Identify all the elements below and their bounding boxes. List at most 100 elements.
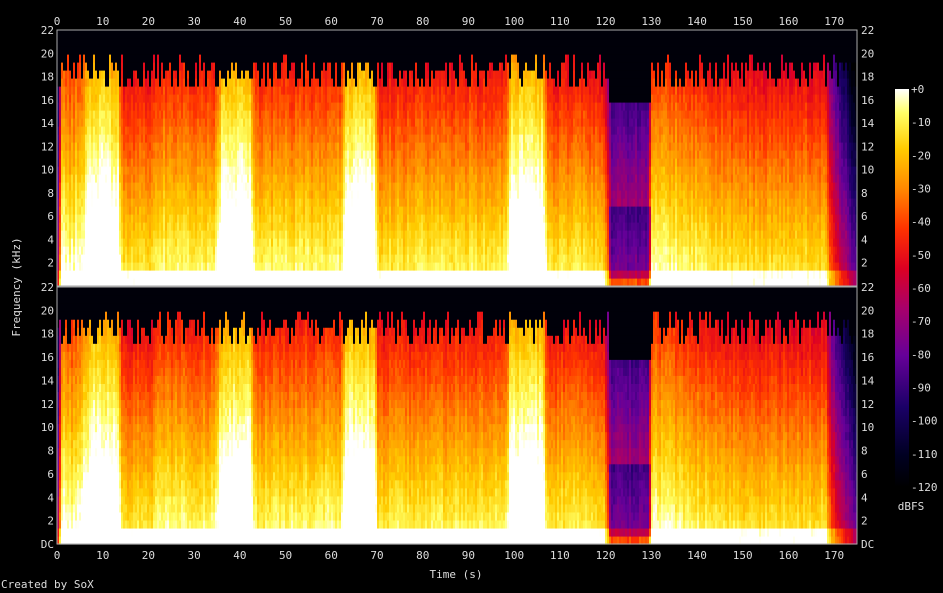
y-tick-label-right: 10 — [861, 164, 874, 177]
colorbar-tick-label: -70 — [911, 315, 931, 328]
y-tick-label-right: 14 — [861, 375, 875, 388]
y-tick-label-right: 2 — [861, 257, 868, 270]
y-tick-label-right: 8 — [861, 187, 868, 200]
y-tick-label-left: 10 — [41, 164, 54, 177]
x-tick-label-bottom: 130 — [641, 549, 661, 562]
y-tick-label-left: 18 — [41, 71, 54, 84]
y-tick-label-right: 18 — [861, 71, 874, 84]
colorbar-tick-label: -120 — [911, 481, 938, 494]
x-tick-label-bottom: 10 — [96, 549, 109, 562]
y-tick-label-right: 20 — [861, 304, 874, 317]
y-tick-label-left: 6 — [47, 210, 54, 223]
y-tick-label-right: 14 — [861, 117, 875, 130]
y-tick-label-right: 2 — [861, 515, 868, 528]
y-tick-label-right: 6 — [861, 210, 868, 223]
y-tick-label-left: 20 — [41, 304, 54, 317]
x-tick-label-top: 120 — [596, 15, 616, 28]
y-tick-label-left: 14 — [41, 117, 55, 130]
x-axis-label: Time (s) — [430, 568, 483, 581]
y-tick-label-left: 6 — [47, 468, 54, 481]
x-tick-label-bottom: 110 — [550, 549, 570, 562]
x-tick-label-bottom: 30 — [188, 549, 201, 562]
x-tick-label-bottom: 100 — [504, 549, 524, 562]
x-tick-label-top: 10 — [96, 15, 109, 28]
x-tick-label-bottom: 160 — [778, 549, 798, 562]
y-tick-label-right: 16 — [861, 351, 874, 364]
x-tick-label-top: 80 — [416, 15, 429, 28]
x-tick-label-bottom: 20 — [142, 549, 155, 562]
x-tick-label-top: 100 — [504, 15, 524, 28]
colorbar-tick-label: -50 — [911, 249, 931, 262]
y-tick-label-right: 16 — [861, 94, 874, 107]
x-tick-label-top: 170 — [824, 15, 844, 28]
credit-text: Created by SoX — [1, 578, 94, 591]
y-tick-label-left: 4 — [47, 491, 54, 504]
x-tick-label-top: 160 — [778, 15, 798, 28]
colorbar-tick-label: -90 — [911, 382, 931, 395]
y-axis-label: Frequency (kHz) — [10, 237, 23, 336]
x-tick-label-top: 20 — [142, 15, 155, 28]
x-tick-label-top: 140 — [687, 15, 707, 28]
x-tick-label-top: 70 — [370, 15, 383, 28]
x-tick-label-top: 60 — [325, 15, 338, 28]
x-tick-label-bottom: 0 — [54, 549, 61, 562]
y-tick-label-left: 2 — [47, 515, 54, 528]
y-tick-label-right: 8 — [861, 445, 868, 458]
x-tick-label-top: 50 — [279, 15, 292, 28]
colorbar-tick-label: -40 — [911, 216, 931, 229]
colorbar-tick-label: +0 — [911, 83, 924, 96]
y-tick-label-right: 12 — [861, 398, 874, 411]
x-tick-label-bottom: 120 — [596, 549, 616, 562]
y-tick-label-left: 16 — [41, 351, 54, 364]
x-tick-label-top: 110 — [550, 15, 570, 28]
x-tick-label-top: 90 — [462, 15, 475, 28]
x-tick-label-top: 130 — [641, 15, 661, 28]
y-tick-label-right: 4 — [861, 491, 868, 504]
y-tick-label-right: 6 — [861, 468, 868, 481]
y-tick-label-left: DC — [41, 538, 54, 551]
x-tick-label-bottom: 140 — [687, 549, 707, 562]
y-tick-label-right: DC — [861, 538, 874, 551]
y-tick-label-left: 16 — [41, 94, 54, 107]
colorbar-gradient — [895, 89, 909, 487]
y-tick-label-left: 8 — [47, 187, 54, 200]
y-tick-label-left: 2 — [47, 257, 54, 270]
y-tick-label-right: 4 — [861, 234, 868, 247]
y-tick-label-right: 20 — [861, 47, 874, 60]
x-tick-label-bottom: 170 — [824, 549, 844, 562]
x-tick-label-top: 150 — [733, 15, 753, 28]
colorbar-tick-label: -20 — [911, 149, 931, 162]
colorbar-tick-label: -80 — [911, 348, 931, 361]
colorbar-tick-label: -100 — [911, 415, 938, 428]
x-tick-label-bottom: 60 — [325, 549, 338, 562]
x-tick-label-bottom: 50 — [279, 549, 292, 562]
colorbar-tick-label: -10 — [911, 116, 931, 129]
x-tick-label-top: 0 — [54, 15, 61, 28]
colorbar-label: dBFS — [898, 500, 925, 513]
colorbar-tick-label: -30 — [911, 183, 931, 196]
spectrogram-channel-1 — [57, 30, 857, 287]
y-tick-label-left: 22 — [41, 24, 54, 37]
x-tick-label-top: 40 — [233, 15, 246, 28]
y-tick-label-left: 18 — [41, 328, 54, 341]
y-tick-label-left: 4 — [47, 234, 54, 247]
y-tick-label-right: 18 — [861, 328, 874, 341]
y-tick-label-right: 10 — [861, 421, 874, 434]
y-tick-label-left: 8 — [47, 445, 54, 458]
spectrogram-channel-2 — [57, 287, 857, 545]
x-tick-label-bottom: 90 — [462, 549, 475, 562]
y-tick-label-left: 10 — [41, 421, 54, 434]
y-tick-label-right: 22 — [861, 24, 874, 37]
colorbar-tick-label: -60 — [911, 282, 931, 295]
y-tick-label-left: 12 — [41, 140, 54, 153]
y-tick-label-right: 12 — [861, 140, 874, 153]
y-tick-label-left: 14 — [41, 375, 55, 388]
colorbar-tick-label: -110 — [911, 448, 938, 461]
y-tick-label-right: 22 — [861, 281, 874, 294]
x-tick-label-bottom: 40 — [233, 549, 246, 562]
x-tick-label-bottom: 150 — [733, 549, 753, 562]
y-tick-label-left: 22 — [41, 281, 54, 294]
y-tick-label-left: 20 — [41, 47, 54, 60]
x-tick-label-bottom: 80 — [416, 549, 429, 562]
